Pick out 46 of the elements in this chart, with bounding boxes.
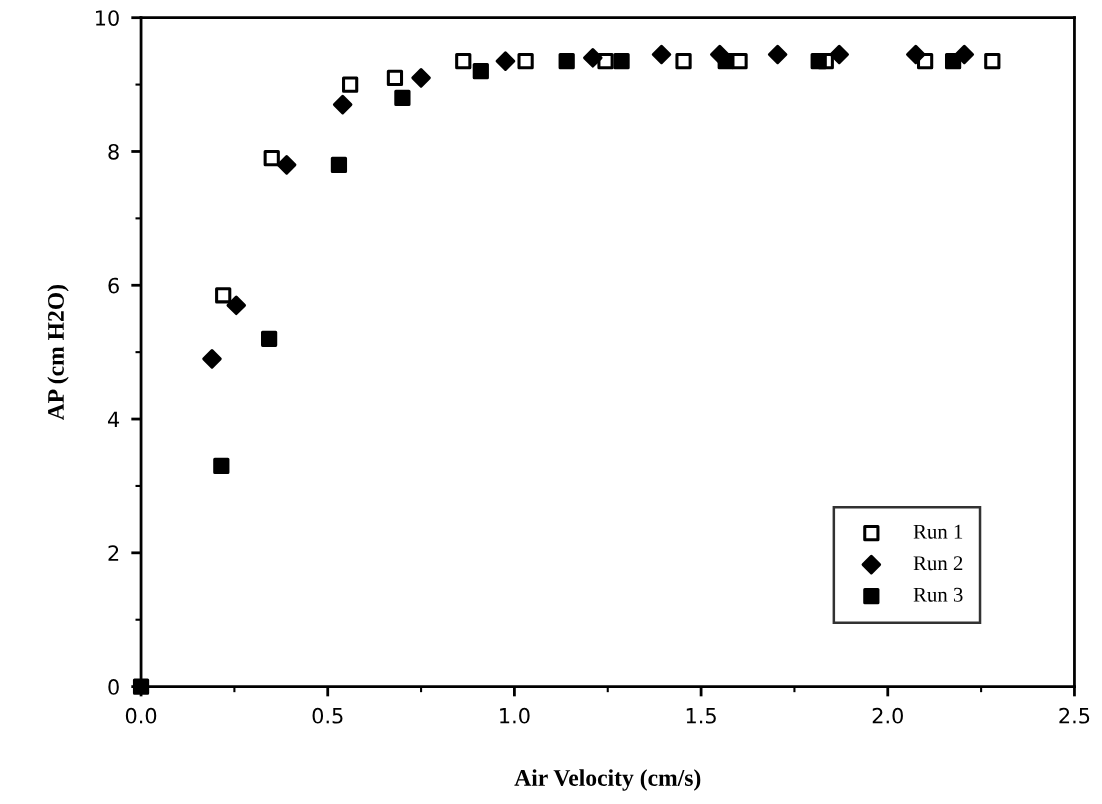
point: [984, 53, 1001, 70]
legend-label: Run 1: [913, 524, 963, 539]
point: [675, 53, 692, 70]
point: [276, 155, 297, 175]
point: [651, 44, 672, 65]
x-tick-label: 1.5: [686, 708, 716, 724]
point: [583, 48, 603, 68]
point: [829, 44, 849, 65]
y-tick-label: 2: [108, 545, 119, 561]
point: [906, 44, 926, 65]
legend-label: Run 2: [913, 556, 963, 571]
point: [411, 68, 431, 88]
x-tick-label: 2.5: [1059, 707, 1090, 724]
point: [472, 63, 489, 80]
point: [944, 53, 962, 70]
point: [226, 295, 247, 316]
x-tick-label: 0.0: [125, 707, 157, 724]
point: [330, 156, 348, 173]
point: [558, 53, 575, 70]
y-tick-label: 6: [108, 277, 119, 294]
point: [767, 44, 788, 65]
point: [213, 457, 230, 474]
point: [517, 53, 534, 70]
point: [394, 89, 411, 107]
y-tick-label: 8: [108, 143, 119, 160]
y-axis-title: AP (cm H2O): [47, 284, 69, 421]
point: [332, 94, 353, 115]
x-tick-label: 0.5: [312, 707, 343, 724]
y-tick-label: 10: [96, 10, 119, 26]
point: [386, 69, 404, 87]
point: [613, 53, 630, 70]
x-axis-title: Air Velocity (cm/s): [514, 769, 701, 791]
point: [263, 150, 280, 167]
point: [495, 51, 516, 71]
y-tick-label: 4: [107, 411, 120, 427]
point: [202, 349, 222, 369]
point: [261, 330, 278, 347]
point: [810, 53, 827, 70]
point: [717, 53, 734, 70]
x-tick-label: 2.0: [872, 707, 903, 724]
y-tick-label: 0: [108, 679, 119, 695]
point: [342, 76, 359, 93]
point: [455, 53, 472, 70]
x-tick-label: 1.0: [500, 707, 530, 724]
point: [215, 287, 232, 304]
legend-label: Run 3: [913, 587, 963, 602]
